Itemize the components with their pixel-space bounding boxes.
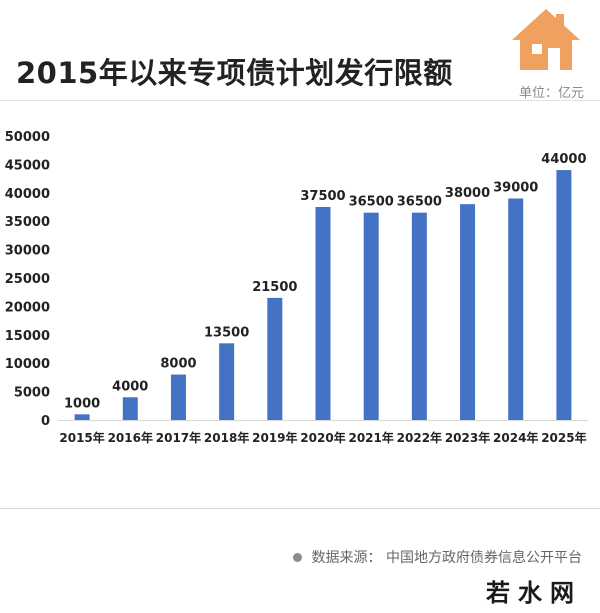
x-tick-label: 2024年 — [493, 430, 538, 445]
bar — [122, 397, 138, 420]
y-tick-label: 15000 — [5, 329, 50, 344]
y-tick-label: 25000 — [5, 272, 50, 287]
data-label: 37500 — [300, 189, 345, 204]
data-label: 13500 — [204, 325, 249, 340]
bar — [363, 212, 379, 420]
brand-logo-text: 若水网 — [486, 579, 582, 607]
y-tick-label: 0 — [41, 414, 50, 429]
bullet-icon — [292, 552, 302, 562]
bar — [460, 204, 476, 420]
y-tick-label: 5000 — [14, 386, 50, 401]
y-tick-label: 50000 — [5, 130, 50, 145]
data-label: 39000 — [493, 180, 538, 195]
unit-label: 单位：亿元 — [518, 86, 584, 101]
x-tick-label: 2017年 — [156, 430, 201, 445]
y-tick-label: 45000 — [5, 158, 50, 173]
data-source-text: 数据来源： 中国地方政府债券信息公开平台 — [311, 550, 582, 566]
bar — [315, 207, 331, 420]
y-tick-label: 35000 — [5, 215, 50, 230]
chart-title: 2015年以来专项债计划发行限额 — [16, 56, 453, 90]
data-label: 36500 — [349, 195, 394, 210]
data-label: 8000 — [160, 357, 196, 372]
x-tick-label: 2020年 — [300, 430, 345, 445]
bar — [219, 343, 235, 420]
x-tick-label: 2025年 — [541, 430, 586, 445]
y-tick-label: 30000 — [5, 244, 50, 259]
bar — [508, 198, 524, 420]
bar — [170, 374, 186, 420]
bar — [411, 212, 427, 420]
footer-divider — [0, 508, 600, 509]
y-tick-label: 40000 — [5, 187, 50, 202]
data-label: 44000 — [541, 152, 586, 167]
x-tick-label: 2016年 — [108, 430, 153, 445]
data-label: 4000 — [112, 379, 148, 394]
bar — [74, 414, 90, 420]
x-tick-label: 2022年 — [397, 430, 442, 445]
data-label: 1000 — [64, 396, 100, 411]
x-tick-label: 2015年 — [59, 430, 104, 445]
x-tick-label: 2018年 — [204, 430, 249, 445]
header-divider — [0, 100, 600, 101]
y-tick-label: 20000 — [5, 300, 50, 315]
data-label: 36500 — [397, 195, 442, 210]
data-label: 38000 — [445, 186, 490, 201]
data-label: 21500 — [252, 280, 297, 295]
x-tick-label: 2023年 — [445, 430, 490, 445]
x-tick-label: 2021年 — [348, 430, 393, 445]
bar — [556, 170, 572, 420]
bar-chart: 0 5000 10000 15000 20000 25000 30000 35000 40000… — [5, 130, 588, 445]
house-icon — [512, 9, 580, 70]
x-tick-label: 2019年 — [252, 430, 297, 445]
y-tick-label: 10000 — [5, 357, 50, 372]
bar — [267, 297, 283, 420]
data-source: 数据来源： 中国地方政府债券信息公开平台 — [292, 547, 582, 567]
